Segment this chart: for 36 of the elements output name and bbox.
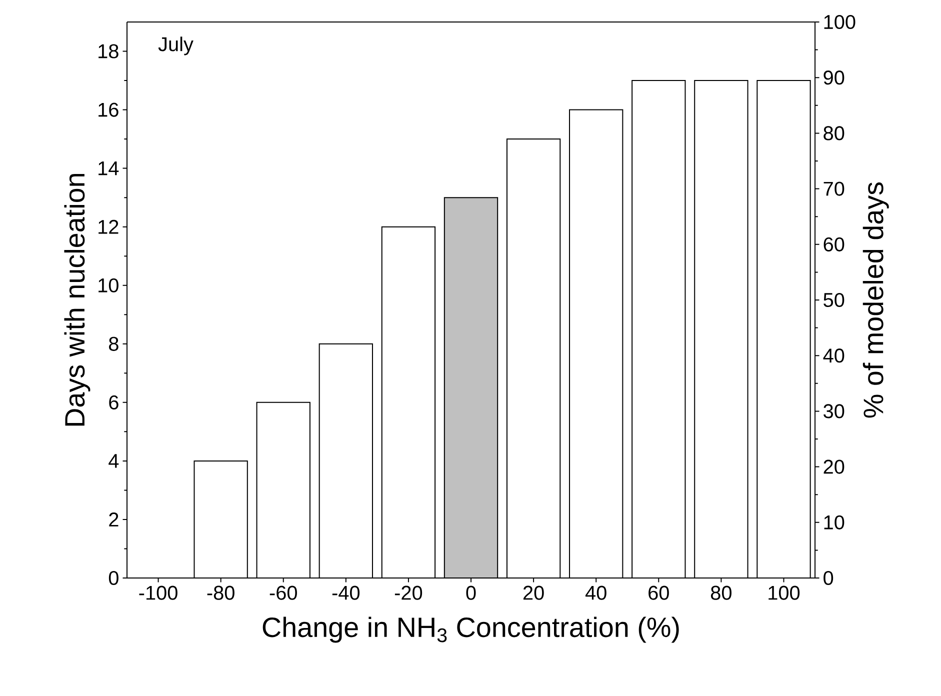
y2-tick-label: 100 <box>824 14 856 30</box>
x-tick-label: -80 <box>207 586 234 600</box>
x-tick-label: -20 <box>394 586 422 600</box>
y-tick-label: 16 <box>98 102 118 117</box>
x-tick-label: 80 <box>710 586 732 600</box>
x-tick-label: 40 <box>585 586 606 600</box>
y-tick-label: 4 <box>108 454 119 468</box>
y-axis-title: Days with nucleation <box>64 174 90 426</box>
x-tick-label: 100 <box>768 586 800 600</box>
y2-tick-label: 60 <box>824 237 844 252</box>
y-tick-label: 14 <box>98 161 119 176</box>
y2-tick-label: 10 <box>824 515 844 530</box>
y2-tick-label: 40 <box>823 348 844 363</box>
y2-tick-label: 50 <box>824 292 844 308</box>
x-tick-label: 20 <box>523 586 544 600</box>
y-tick-label: 6 <box>109 395 118 410</box>
x-tick-label: -100 <box>139 586 178 600</box>
x-tick-label: 60 <box>648 586 669 600</box>
y2-tick-label: 30 <box>824 404 844 418</box>
y-tick-label: 0 <box>108 570 118 586</box>
x-tick-label: 0 <box>466 586 476 600</box>
y-tick-label: 10 <box>98 278 118 292</box>
y-tick-label: 18 <box>98 44 118 58</box>
annotation: July <box>158 36 194 56</box>
y2-axis-title: % of modeled days <box>862 182 889 418</box>
y-tick-label: 2 <box>109 512 118 526</box>
y2-tick-label: 0 <box>824 570 834 586</box>
x-tick-label: -40 <box>332 586 360 600</box>
x-axis-title: Change in NH$_{3}$ Concentration (%) <box>262 616 679 643</box>
y2-tick-label: 90 <box>824 70 844 85</box>
x-tick-label: -60 <box>270 586 297 600</box>
y2-tick-label: 70 <box>824 182 844 196</box>
y-tick-label: 8 <box>109 336 118 351</box>
y2-tick-label: 20 <box>824 460 844 474</box>
y-tick-label: 12 <box>98 220 118 234</box>
y2-tick-label: 80 <box>824 126 844 140</box>
